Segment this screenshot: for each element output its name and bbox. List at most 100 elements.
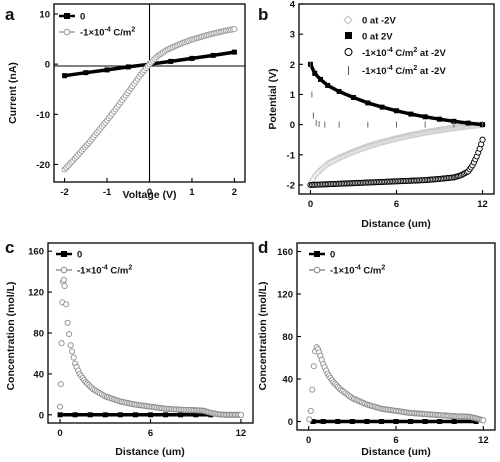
panel-letter-d: d [258, 238, 268, 257]
data-point [62, 73, 68, 79]
panel-d-frame [296, 242, 496, 431]
y-tick-label: 80 [282, 332, 293, 343]
legend-swatch-filled-square [56, 251, 72, 257]
data-point [408, 111, 414, 117]
data-point [69, 348, 76, 355]
data-point [63, 301, 70, 308]
x-tick-label: 6 [394, 199, 399, 210]
data-point [408, 419, 414, 424]
data-point [422, 419, 428, 424]
data-point [465, 120, 471, 126]
data-point [231, 26, 238, 33]
series-1 [307, 61, 486, 128]
data-point [350, 94, 356, 100]
y-tick-label: 160 [277, 247, 293, 258]
y-tick-label: 2 [290, 60, 295, 71]
y-tick-label: 10 [39, 10, 50, 21]
data-point [189, 55, 195, 61]
data-point [178, 412, 184, 418]
data-point [237, 411, 244, 418]
data-point [437, 419, 443, 424]
legend-label-1: -1×10-4 C/m2 [330, 265, 385, 277]
series-1 [57, 276, 244, 418]
panel-a-legend: 0 -1×10-4 C/m2 [59, 12, 135, 39]
data-point [148, 412, 153, 418]
data-point [378, 419, 384, 424]
data-point [83, 70, 89, 76]
data-point [393, 419, 399, 424]
panel-a-plot [61, 26, 238, 173]
panel-c-plot [57, 276, 244, 418]
data-point [480, 417, 487, 424]
x-tick-label: 0 [308, 199, 313, 210]
data-point [335, 419, 341, 424]
data-point [125, 64, 131, 70]
x-tick-label: 0 [147, 187, 152, 198]
data-point [473, 419, 479, 424]
x-tick-label: 6 [393, 435, 398, 446]
legend-label-1: -1×10-4 C/m2 [77, 265, 132, 277]
data-point [310, 363, 317, 370]
y-tick-label: 40 [33, 369, 44, 380]
y-tick-label: -2 [287, 180, 295, 191]
series-0 [310, 419, 479, 424]
y-tick-label: -1 [287, 150, 296, 161]
data-point [451, 118, 457, 124]
data-point [479, 136, 486, 143]
panel-d-plot [306, 344, 487, 424]
legend-label-0: 0 [77, 250, 82, 261]
legend-label-0: 0 [80, 12, 85, 23]
panel-b-y-label: Potential (V) [267, 68, 279, 129]
panel-d-legend: 0 -1×10-4 C/m2 [309, 250, 385, 277]
legend-swatch-open-circle [59, 28, 75, 36]
data-point [72, 412, 78, 418]
legend-label-0: 0 [330, 250, 335, 261]
panel-letter-c: c [5, 238, 14, 257]
x-tick-label: 1 [189, 187, 195, 198]
data-point [364, 419, 370, 424]
data-point [325, 82, 331, 88]
y-tick-label: -20 [36, 160, 50, 171]
panel-d-y-label: Concentration (mol/L) [257, 281, 269, 390]
data-point [320, 419, 326, 424]
data-point [312, 70, 318, 76]
series-1 [306, 344, 487, 424]
x-tick-label: 12 [478, 435, 489, 446]
legend-label-0: 0 at -2V [362, 16, 396, 27]
y-tick-label: 160 [28, 247, 44, 258]
data-point [210, 52, 216, 58]
data-point [307, 407, 314, 414]
legend-swatch-filled-square [309, 251, 325, 257]
data-point [193, 412, 199, 418]
data-point [231, 49, 237, 55]
panel-b-legend: 0 at -2V 0 at 2V -1×10-4 C/m2 at -2V -1×… [343, 15, 446, 77]
data-point [57, 381, 64, 388]
data-point [132, 412, 138, 418]
panel-b-plot [306, 61, 487, 189]
data-point [379, 104, 385, 110]
y-tick-label: 40 [282, 375, 293, 386]
series-0 [57, 412, 214, 418]
data-point [58, 340, 65, 347]
data-point [67, 342, 74, 349]
legend-label-1: -1×10-4 C/m2 [80, 27, 135, 39]
data-point [394, 108, 399, 114]
x-tick-label: 12 [236, 428, 247, 439]
data-point [437, 116, 443, 122]
legend-swatch-open-diamond [343, 15, 353, 25]
legend-swatch-open-circle [309, 266, 325, 274]
x-tick-label: 0 [306, 435, 311, 446]
legend-label-3: -1×10-4 C/m2 at -2V [362, 65, 446, 77]
series-3 [309, 61, 484, 128]
panel-d-x-label: Distance (um) [361, 446, 430, 458]
data-point [310, 419, 316, 424]
panel-c-legend: 0 -1×10-4 C/m2 [56, 250, 132, 277]
y-tick-label: 0 [45, 60, 50, 71]
